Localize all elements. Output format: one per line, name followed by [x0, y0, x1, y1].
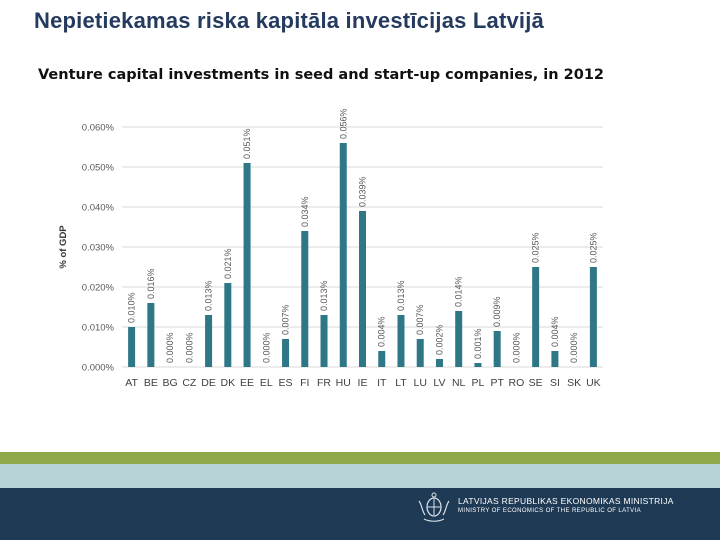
bar-chart: 0.000% 0.010% 0.020% 0.030% 0.040% 0.050% 0.06…	[58, 108, 603, 389]
bar-UK	[589, 267, 597, 367]
bar-SI	[551, 351, 559, 367]
data-label-PL: 0.001%	[473, 328, 483, 359]
x-tick-label-BG: BG	[163, 377, 178, 389]
y-tick-label: 0.050%	[82, 163, 115, 174]
x-tick-label-PL: PL	[472, 377, 485, 389]
x-tick-label-LT: LT	[395, 377, 407, 389]
x-tick-label-BE: BE	[144, 377, 158, 389]
x-tick-label-CZ: CZ	[182, 377, 197, 389]
bar-FR	[320, 315, 328, 367]
data-label-SE: 0.025%	[531, 232, 541, 263]
bar-LT	[397, 315, 405, 367]
data-label-SK: 0.000%	[569, 332, 579, 363]
bar-IE	[359, 211, 366, 367]
data-label-FR: 0.013%	[319, 280, 329, 311]
coat-of-arms-icon	[418, 492, 450, 522]
bar-PT	[493, 331, 501, 367]
bar-IT	[378, 351, 386, 367]
footer-navy-band	[0, 488, 720, 540]
data-label-DE: 0.013%	[204, 280, 214, 311]
bar-AT	[128, 327, 136, 367]
x-tick-label-DE: DE	[201, 377, 216, 389]
data-label-SI: 0.004%	[550, 316, 560, 347]
data-label-UK: 0.025%	[588, 232, 598, 263]
y-tick-label: 0.000%	[82, 363, 115, 374]
x-tick-label-FI: FI	[300, 377, 309, 389]
y-tick-label: 0.020%	[82, 283, 115, 294]
data-label-LT: 0.013%	[396, 280, 406, 311]
x-tick-label-UK: UK	[586, 377, 601, 389]
bar-BE	[147, 303, 155, 367]
data-label-CZ: 0.000%	[184, 332, 194, 363]
x-tick-label-AT: AT	[125, 377, 138, 389]
ministry-name-lv: LATVIJAS REPUBLIKAS EKONOMIKAS MINISTRIJ…	[458, 496, 674, 506]
x-tick-label-ES: ES	[279, 377, 293, 389]
x-tick-label-EE: EE	[240, 377, 254, 389]
ministry-name-en: MINISTRY OF ECONOMICS OF THE REPUBLIC OF…	[458, 508, 642, 514]
bar-LV	[435, 359, 443, 367]
x-tick-label-PT: PT	[490, 377, 504, 389]
bar-ES	[282, 339, 290, 367]
footer-lightblue-band	[0, 464, 720, 488]
bar-SE	[532, 267, 540, 367]
data-label-LU: 0.007%	[415, 304, 425, 335]
bar-PL	[474, 363, 482, 367]
data-label-FI: 0.034%	[300, 196, 310, 227]
bar-FI	[301, 231, 309, 367]
x-tick-label-DK: DK	[221, 377, 236, 389]
data-label-PT: 0.009%	[492, 296, 502, 327]
x-tick-label-IE: IE	[358, 377, 368, 389]
data-label-AT: 0.010%	[127, 292, 137, 323]
footer-green-band	[0, 452, 720, 464]
data-label-LV: 0.002%	[434, 324, 444, 355]
data-label-DK: 0.021%	[223, 248, 233, 279]
chart-title: Venture capital investments in seed and …	[38, 67, 604, 83]
x-tick-label-IT: IT	[377, 377, 387, 389]
bar-EE	[243, 163, 251, 367]
y-axis-label: % of GDP	[58, 225, 69, 269]
data-label-EE: 0.051%	[242, 128, 252, 159]
data-label-RO: 0.000%	[511, 332, 521, 363]
bar-DE	[205, 315, 213, 367]
data-label-HU: 0.056%	[338, 108, 348, 139]
x-tick-label-SI: SI	[550, 377, 560, 389]
data-label-EL: 0.000%	[261, 332, 271, 363]
x-tick-label-SE: SE	[529, 377, 543, 389]
y-tick-label: 0.040%	[82, 203, 115, 214]
y-tick-label: 0.060%	[82, 123, 115, 134]
x-tick-label-EL: EL	[260, 377, 273, 389]
x-tick-label-SK: SK	[567, 377, 581, 389]
bar-DK	[224, 283, 232, 367]
x-tick-label-RO: RO	[509, 377, 525, 389]
y-tick-label: 0.030%	[82, 243, 115, 254]
data-label-IE: 0.039%	[358, 176, 368, 207]
bar-LU	[416, 339, 424, 367]
data-label-ES: 0.007%	[281, 304, 291, 335]
x-tick-label-HU: HU	[336, 377, 351, 389]
data-label-NL: 0.014%	[454, 276, 464, 307]
data-label-BG: 0.000%	[165, 332, 175, 363]
x-tick-label-LU: LU	[414, 377, 427, 389]
data-label-BE: 0.016%	[146, 268, 156, 299]
bar-NL	[455, 311, 463, 367]
x-tick-label-LV: LV	[433, 377, 445, 389]
y-tick-label: 0.010%	[82, 323, 115, 334]
data-label-IT: 0.004%	[377, 316, 387, 347]
x-tick-label-NL: NL	[452, 377, 466, 389]
bar-HU	[339, 143, 347, 367]
x-tick-label-FR: FR	[317, 377, 331, 389]
slide-title: Nepietiekamas riska kapitāla investīcija…	[34, 8, 544, 33]
